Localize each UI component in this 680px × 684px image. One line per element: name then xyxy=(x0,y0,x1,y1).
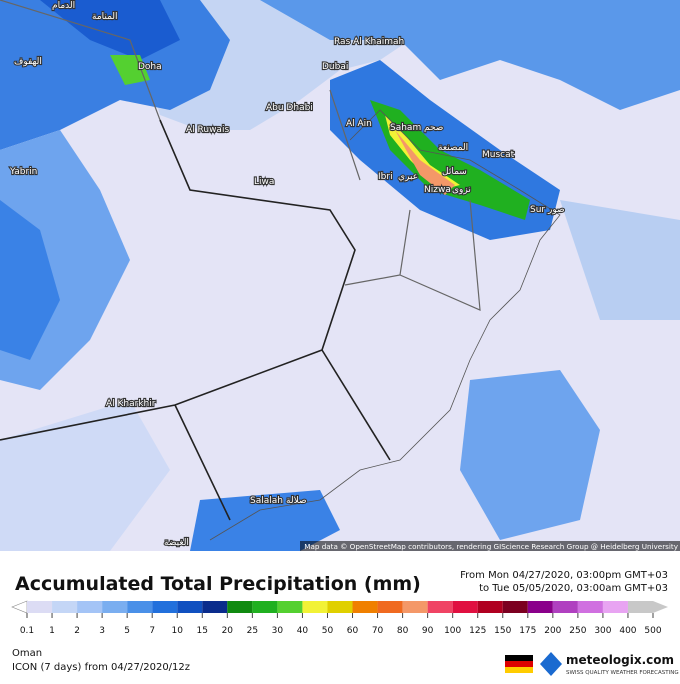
city-label: صلالة xyxy=(286,496,307,506)
city-label: صور xyxy=(547,205,565,215)
city-label: نزوى xyxy=(452,185,471,195)
legend-swatch xyxy=(527,601,553,613)
legend-swatch xyxy=(52,601,78,613)
legend-swatch xyxy=(577,601,603,613)
city-label: Ibri xyxy=(378,172,393,182)
legend-swatch xyxy=(302,601,328,613)
city-label: صحم xyxy=(424,123,443,133)
city-label: Salalah xyxy=(250,496,283,506)
legend-tick-label: 1 xyxy=(49,626,55,636)
legend-tick-label: 250 xyxy=(569,626,586,636)
legend-arrow xyxy=(11,600,28,614)
legend-tick-label: 90 xyxy=(422,626,434,636)
legend-tick-label: 30 xyxy=(272,626,284,636)
city-label: Al Kharkhir xyxy=(106,399,156,409)
legend-swatch xyxy=(277,601,303,613)
legend-swatch xyxy=(127,601,153,613)
legend-tick-label: 5 xyxy=(124,626,130,636)
legend-tick-label: 3 xyxy=(99,626,105,636)
logo xyxy=(540,652,562,676)
legend-swatch xyxy=(202,601,228,613)
legend-tick-label: 400 xyxy=(619,626,636,636)
legend-tick-label: 80 xyxy=(397,626,409,636)
legend-swatch xyxy=(327,601,353,613)
brand: meteologix.com xyxy=(566,653,674,667)
legend-tick-label: 2 xyxy=(74,626,80,636)
city-label: Saham xyxy=(390,123,421,133)
city-label: Dubai xyxy=(322,62,348,72)
legend-tick-label: 200 xyxy=(544,626,561,636)
legend-swatch xyxy=(627,601,653,613)
legend-swatch xyxy=(477,601,503,613)
legend-tick-label: 15 xyxy=(197,626,208,636)
city-label: Liwa xyxy=(254,177,274,187)
city-label: Al Ain xyxy=(346,119,372,129)
legend-swatch xyxy=(177,601,203,613)
legend-tick-label: 10 xyxy=(172,626,184,636)
legend-swatch xyxy=(552,601,578,613)
city-label: Yabrin xyxy=(9,167,37,177)
flag xyxy=(505,655,533,673)
legend-swatch xyxy=(227,601,253,613)
legend-swatch xyxy=(427,601,453,613)
legend-tick-label: 25 xyxy=(247,626,258,636)
legend-tick-label: 7 xyxy=(149,626,155,636)
city-label: Al Ruwais xyxy=(186,125,229,135)
period-to: to Tue 05/05/2020, 03:00am GMT+03 xyxy=(479,583,668,594)
title: Accumulated Total Precipitation (mm) xyxy=(15,573,421,595)
attribution: Map data © OpenStreetMap contributors, r… xyxy=(304,542,678,551)
city-label: سمائل xyxy=(442,167,467,177)
legend-tick-label: 50 xyxy=(322,626,334,636)
city-label: عبري xyxy=(398,172,418,182)
legend-tick-label: 125 xyxy=(469,626,486,636)
city-label: Nizwa xyxy=(424,185,451,195)
city-label: Ras Al Khaimah xyxy=(334,37,404,47)
city-labels: الدمام المنامة الهفوف Doha Ras Al Khaima… xyxy=(8,0,566,549)
legend-swatch xyxy=(77,601,103,613)
legend-tick-label: 60 xyxy=(347,626,359,636)
legend-swatch xyxy=(377,601,403,613)
legend-swatch xyxy=(102,601,128,613)
legend-swatch xyxy=(452,601,478,613)
map: الدمام المنامة الهفوف Doha Ras Al Khaima… xyxy=(0,0,680,551)
city-label: الهفوف xyxy=(14,57,42,67)
legend-tick-label: 20 xyxy=(222,626,234,636)
legend-tick-label: 40 xyxy=(297,626,309,636)
legend-tick-label: 70 xyxy=(372,626,384,636)
city-label: المنامة xyxy=(92,12,118,22)
region: Oman xyxy=(12,648,42,659)
legend-tick-label: 0.1 xyxy=(20,626,34,636)
legend-tick-label: 150 xyxy=(494,626,511,636)
legend-tick-label: 300 xyxy=(594,626,611,636)
city-label: Sur xyxy=(530,205,545,215)
legend-swatch xyxy=(402,601,428,613)
legend-swatch xyxy=(502,601,528,613)
city-label: المصنعة xyxy=(438,143,468,153)
legend-swatch xyxy=(352,601,378,613)
city-label: الغيضة xyxy=(164,538,189,548)
legend-arrow xyxy=(653,601,668,613)
city-label: Doha xyxy=(138,62,162,72)
city-label: الدمام xyxy=(52,1,75,11)
legend-tick-label: 500 xyxy=(644,626,661,636)
legend-swatch xyxy=(252,601,278,613)
city-label: Abu Dhabi xyxy=(266,103,313,113)
legend-tick-label: 100 xyxy=(444,626,461,636)
legend-swatch xyxy=(602,601,628,613)
tagline: SWISS QUALITY WEATHER FORECASTING xyxy=(566,670,679,676)
legend-swatch xyxy=(27,601,53,613)
legend: 0.1 1 2 3 5 7 10 15 20 25 30 40 50 60 70 80 90 100 125 150 1… xyxy=(11,600,668,636)
model-info: ICON (7 days) from 04/27/2020/12z xyxy=(12,662,190,673)
period-from: From Mon 04/27/2020, 03:00pm GMT+03 xyxy=(460,570,668,581)
legend-swatch xyxy=(152,601,178,613)
city-label: Muscat xyxy=(482,150,515,160)
legend-tick-label: 175 xyxy=(519,626,536,636)
